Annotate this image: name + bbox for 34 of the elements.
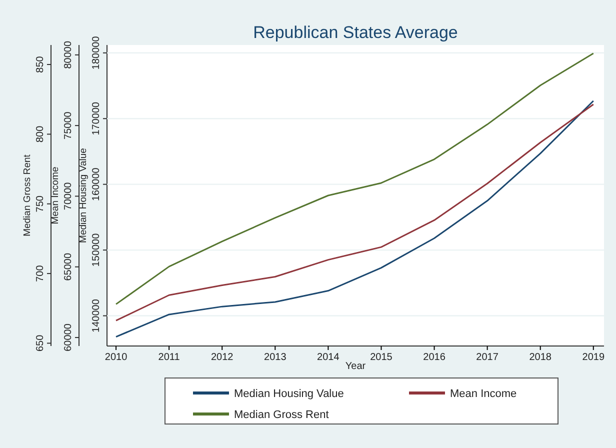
x-tick-label: 2017: [476, 352, 499, 364]
x-tick-label: 2012: [210, 352, 234, 364]
y2-tick-label: 65000: [63, 252, 74, 281]
y-tick-label: 160000: [91, 167, 102, 202]
y-tick-label: 150000: [91, 232, 102, 267]
x-tick-label: 2019: [582, 352, 605, 364]
x-tick-label: 2015: [370, 352, 393, 364]
y-tick-label: 140000: [91, 298, 102, 332]
y-tick-label: 180000: [91, 36, 102, 70]
y3-axis-title: Median Gross Rent: [22, 154, 33, 236]
x-tick-label: 2016: [423, 352, 446, 364]
y3-tick-label: 650: [35, 334, 46, 352]
legend-label: Mean Income: [450, 388, 517, 400]
chart-title: Republican States Average: [253, 23, 458, 42]
legend-label: Median Gross Rent: [234, 409, 329, 421]
y2-tick-label: 70000: [63, 182, 74, 210]
x-tick-label: 2018: [529, 352, 552, 364]
x-tick-label: 2010: [104, 352, 128, 364]
y-axis-title: Median Housing Value: [78, 148, 89, 243]
legend-label: Median Housing Value: [234, 388, 344, 400]
y2-axis-title: Mean Income: [50, 166, 61, 224]
x-axis-title: Year: [345, 361, 366, 372]
y2-tick-label: 80000: [63, 40, 74, 69]
y3-tick-label: 800: [35, 125, 46, 143]
y2-tick-label: 75000: [63, 111, 74, 140]
y3-tick-label: 850: [35, 56, 46, 73]
y2-tick-label: 60000: [63, 323, 74, 352]
y-tick-label: 170000: [91, 101, 102, 136]
y3-tick-label: 750: [35, 195, 46, 212]
x-tick-label: 2011: [158, 352, 180, 364]
y3-tick-label: 700: [35, 264, 46, 282]
line-series: [115, 52, 594, 305]
x-tick-label: 2013: [264, 352, 287, 364]
x-tick-label: 2014: [317, 352, 340, 364]
